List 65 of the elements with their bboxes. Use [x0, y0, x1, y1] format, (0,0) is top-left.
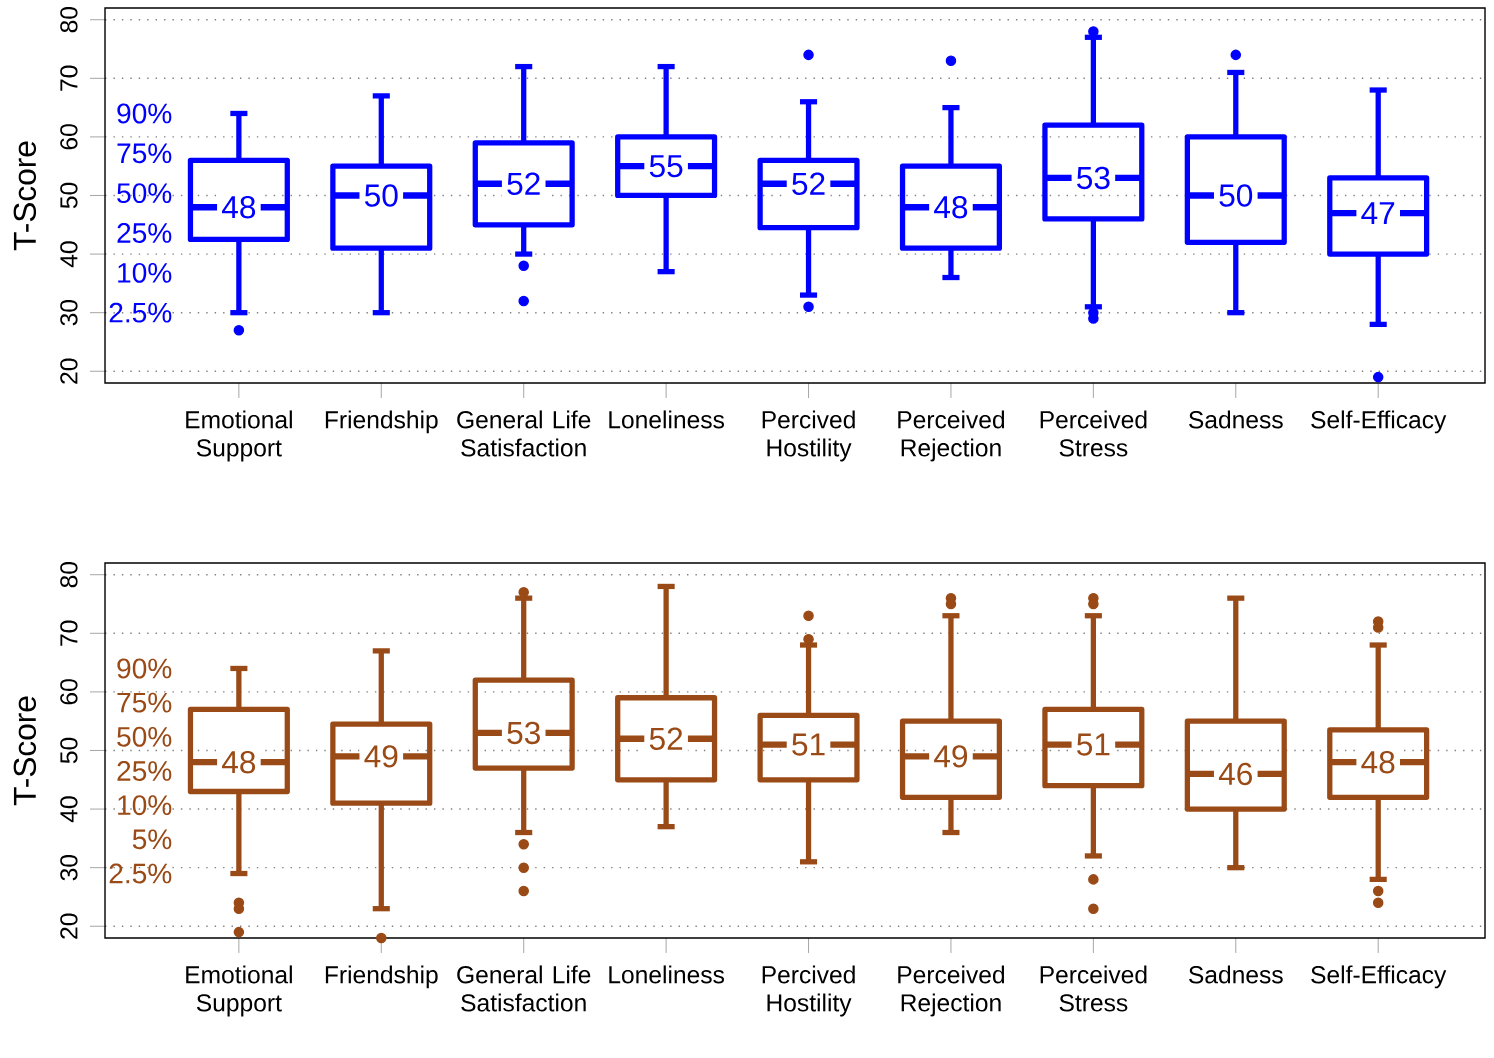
- text: 46: [1218, 762, 1252, 786]
- text: 48: [222, 750, 256, 774]
- text: 53: [1077, 166, 1110, 190]
- x-tick-label: Sadness: [1189, 965, 1283, 984]
- x-tick-label: Percived Hostility: [762, 965, 855, 1017]
- annotation: 25%: [117, 761, 172, 781]
- y-tick-label: 50: [60, 737, 78, 764]
- annotation: 50%: [117, 726, 172, 747]
- x-tick-label: General Life Satisfaction: [457, 965, 591, 1012]
- x-tick-label: Perceived Rejection: [898, 965, 1005, 1017]
- y-tick-label: 60: [60, 124, 78, 150]
- text: 53: [507, 721, 540, 745]
- text: 50: [1219, 184, 1253, 207]
- x-tick-label: Perceived Stress: [1040, 965, 1147, 1012]
- x-tick-label: Self-Efficacy: [1311, 965, 1447, 989]
- annotation: 5%: [132, 829, 172, 850]
- text: 49: [934, 745, 968, 768]
- x-tick-label: Emotional Support: [186, 410, 292, 462]
- x-tick-label: Self-Efficacy: [1311, 410, 1447, 434]
- text: 52: [792, 172, 825, 195]
- x-tick-label: Loneliness: [609, 965, 725, 984]
- text: 48: [934, 195, 968, 219]
- annotation: 75%: [117, 692, 172, 713]
- x-tick-label: Perceived Rejection: [898, 410, 1005, 462]
- y-tick-label: 20: [60, 913, 78, 939]
- annotation: 50%: [117, 183, 172, 204]
- x-tick-label: General Life Satisfaction: [457, 410, 591, 457]
- annotation: 75%: [117, 143, 172, 164]
- text: 48: [1361, 750, 1395, 774]
- x-tick-label: Perceived Stress: [1040, 410, 1147, 457]
- text: 55: [649, 155, 683, 178]
- y-tick-label: 60: [60, 679, 78, 705]
- annotation: 10%: [118, 262, 172, 283]
- text: 51: [792, 733, 825, 756]
- y-axis-title: T-Score: [13, 696, 37, 806]
- y-tick-label: 30: [60, 299, 78, 326]
- text: 50: [364, 184, 398, 207]
- annotation: 2.5%: [109, 302, 172, 323]
- annotation: 90%: [117, 658, 172, 679]
- y-axis-title: T-Score: [13, 141, 37, 251]
- y-tick-label: 70: [60, 65, 78, 91]
- text: 48: [222, 195, 256, 219]
- x-tick-label: Friendship: [325, 965, 438, 989]
- y-tick-label: 50: [60, 182, 78, 209]
- x-tick-label: Percived Hostility: [762, 410, 855, 462]
- text: 52: [507, 172, 540, 195]
- x-tick-label: Sadness: [1189, 410, 1283, 429]
- y-tick-label: 30: [60, 854, 78, 881]
- text: 51: [1077, 733, 1110, 756]
- y-tick-label: 40: [60, 796, 78, 823]
- y-tick-label: 80: [60, 561, 78, 588]
- annotation: 90%: [117, 103, 172, 124]
- x-tick-label: Friendship: [325, 410, 438, 434]
- text: 47: [1361, 202, 1395, 224]
- y-tick-label: 20: [60, 358, 78, 384]
- text: 52: [649, 727, 683, 750]
- annotation: 10%: [118, 795, 172, 816]
- y-tick-label: 40: [60, 241, 78, 268]
- text: 49: [364, 745, 398, 768]
- x-tick-label: Loneliness: [609, 410, 725, 429]
- y-tick-label: 80: [60, 6, 78, 33]
- y-tick-label: 70: [60, 620, 78, 646]
- annotation: 2.5%: [109, 863, 172, 884]
- x-tick-label: Emotional Support: [186, 965, 292, 1017]
- annotation: 25%: [117, 223, 172, 243]
